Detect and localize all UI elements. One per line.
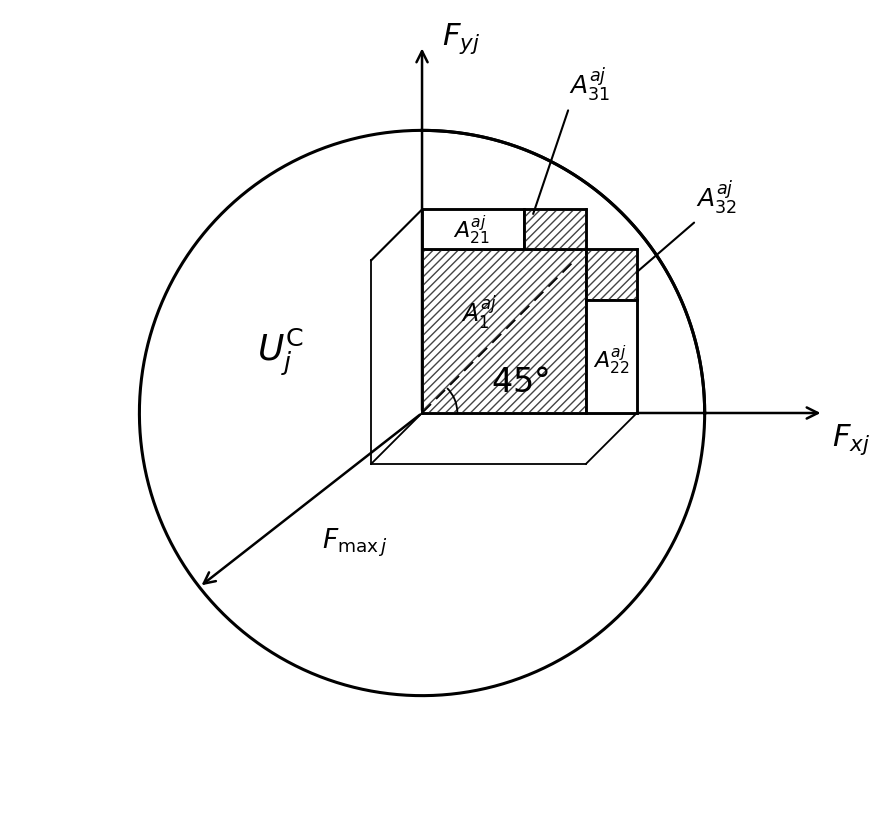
- Text: $A_{21}^{aj}$: $A_{21}^{aj}$: [452, 213, 488, 246]
- Bar: [524, 210, 585, 250]
- Bar: [585, 250, 636, 300]
- Text: $45°$: $45°$: [491, 366, 549, 399]
- Bar: [524, 210, 585, 250]
- Text: $F_{yj}$: $F_{yj}$: [441, 21, 480, 55]
- Text: $A_{32}^{aj}$: $A_{32}^{aj}$: [695, 178, 737, 216]
- Text: $F_{xj}$: $F_{xj}$: [831, 422, 869, 457]
- Text: $A_{31}^{aj}$: $A_{31}^{aj}$: [568, 65, 610, 103]
- Text: $U_j^{\mathrm{C}}$: $U_j^{\mathrm{C}}$: [257, 326, 304, 377]
- Bar: [422, 210, 524, 250]
- Bar: [585, 250, 636, 300]
- Text: $A_1^{aj}$: $A_1^{aj}$: [461, 293, 496, 331]
- Bar: [422, 250, 585, 414]
- Text: $F_{\mathrm{max}\,j}$: $F_{\mathrm{max}\,j}$: [322, 526, 388, 558]
- Bar: [422, 250, 585, 414]
- Bar: [585, 300, 636, 414]
- Text: $A_{22}^{aj}$: $A_{22}^{aj}$: [593, 342, 629, 376]
